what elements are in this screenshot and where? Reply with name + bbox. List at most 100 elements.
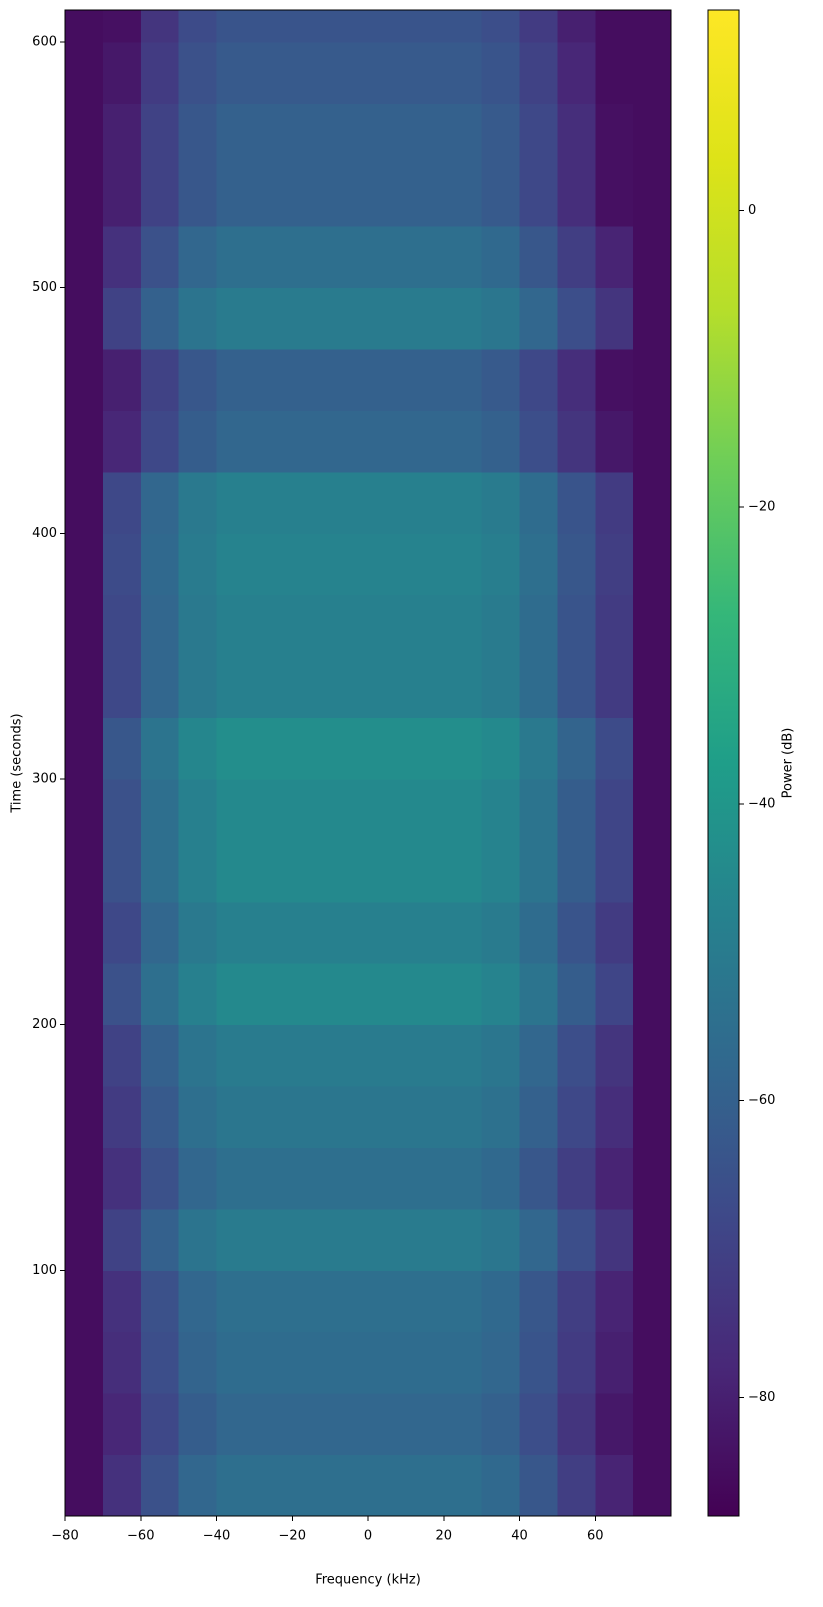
heatmap-cell	[216, 1208, 255, 1271]
heatmap-cell	[557, 1086, 596, 1148]
heatmap-cell	[102, 164, 142, 227]
heatmap-cell	[557, 778, 596, 841]
heatmap-cell	[481, 471, 520, 534]
heatmap-cell	[519, 41, 558, 104]
heatmap-cell	[254, 410, 293, 473]
heatmap-cell	[330, 1331, 369, 1394]
heatmap-cell	[633, 471, 672, 534]
heatmap-cell	[330, 349, 369, 411]
heatmap-cell	[102, 349, 142, 411]
heatmap-cell	[216, 164, 255, 227]
heatmap-cell	[178, 1024, 217, 1087]
heatmap-cell	[633, 656, 672, 719]
heatmap-cell	[254, 287, 293, 350]
heatmap-cell	[519, 1331, 558, 1394]
heatmap-cell	[368, 41, 407, 104]
heatmap-cell	[178, 349, 217, 411]
heatmap-cell	[140, 41, 180, 104]
heatmap-cell	[140, 1331, 180, 1394]
heatmap-cell	[254, 1393, 293, 1456]
heatmap-cell	[595, 471, 634, 534]
heatmap-cell	[140, 226, 180, 289]
heatmap-cell	[633, 349, 672, 411]
heatmap-cell	[443, 226, 483, 289]
heatmap-cell	[102, 901, 142, 964]
heatmap-cell	[633, 1270, 672, 1333]
heatmap-cell	[595, 717, 634, 780]
heatmap-cell	[102, 778, 142, 841]
heatmap-cell	[65, 1208, 104, 1271]
heatmap-cell	[65, 656, 104, 719]
heatmap-cell	[330, 656, 369, 719]
heatmap-cell	[140, 778, 180, 841]
heatmap-cell	[595, 410, 634, 473]
heatmap-cell	[633, 1147, 672, 1210]
heatmap-cell	[254, 1331, 293, 1394]
heatmap-cell	[368, 963, 407, 1026]
heatmap-cell	[633, 901, 672, 964]
heatmap-cell	[368, 226, 407, 289]
colorbar-tick-label: −40	[748, 796, 775, 811]
heatmap-cell	[443, 963, 483, 1026]
heatmap-cell	[102, 1393, 142, 1456]
heatmap-cell	[65, 1024, 104, 1087]
heatmap-cell	[368, 717, 407, 780]
colorbar	[707, 9, 740, 1517]
heatmap-cell	[216, 533, 255, 596]
x-tick-label: 40	[511, 1529, 528, 1544]
heatmap-cell	[102, 287, 142, 350]
heatmap-cell	[633, 1086, 672, 1148]
heatmap-cell	[330, 1086, 369, 1148]
heatmap-cell	[557, 656, 596, 719]
heatmap-cell	[405, 533, 445, 596]
heatmap-cell	[292, 226, 331, 289]
y-tick-label: 100	[32, 1263, 57, 1278]
heatmap-cell	[519, 10, 558, 43]
heatmap-cell	[405, 594, 445, 657]
heatmap-cell	[292, 1024, 331, 1087]
heatmap-cell	[595, 1270, 634, 1333]
heatmap-cell	[178, 1331, 217, 1394]
heatmap-cell	[405, 840, 445, 903]
heatmap-cell	[405, 349, 445, 411]
heatmap-cell	[595, 1393, 634, 1456]
heatmap-cell	[633, 226, 672, 289]
heatmap-cell	[633, 840, 672, 903]
heatmap-cell	[254, 594, 293, 657]
heatmap-cell	[292, 410, 331, 473]
heatmap-cell	[595, 10, 634, 43]
heatmap-cell	[140, 287, 180, 350]
heatmap-cell	[633, 533, 672, 596]
heatmap-cell	[633, 410, 672, 473]
heatmap-cell	[633, 10, 672, 43]
heatmap-cell	[178, 410, 217, 473]
heatmap-cell	[140, 349, 180, 411]
heatmap-cell	[140, 533, 180, 596]
heatmap-cell	[519, 901, 558, 964]
heatmap-cell	[405, 656, 445, 719]
heatmap-cell	[481, 41, 520, 104]
heatmap-cell	[330, 1454, 369, 1517]
heatmap-cell	[595, 287, 634, 350]
heatmap-cell	[216, 287, 255, 350]
heatmap-cell	[481, 533, 520, 596]
heatmap-cell	[292, 164, 331, 227]
heatmap-cell	[65, 10, 104, 43]
heatmap-cell	[140, 164, 180, 227]
heatmap-cell	[216, 840, 255, 903]
heatmap-cell	[481, 349, 520, 411]
x-tick-label: −20	[279, 1529, 306, 1544]
colorbar-label: Power (dB)	[781, 728, 796, 799]
heatmap-cell	[292, 901, 331, 964]
heatmap-cell	[519, 778, 558, 841]
heatmap-cell	[519, 1393, 558, 1456]
heatmap-cell	[65, 41, 104, 104]
y-tick-label: 200	[32, 1017, 57, 1032]
heatmap-cell	[519, 1086, 558, 1148]
heatmap-cell	[443, 349, 483, 411]
heatmap-cell	[102, 226, 142, 289]
heatmap-cell	[595, 41, 634, 104]
heatmap-cell	[65, 1270, 104, 1333]
heatmap-cell	[368, 1147, 407, 1210]
heatmap-cell	[481, 164, 520, 227]
